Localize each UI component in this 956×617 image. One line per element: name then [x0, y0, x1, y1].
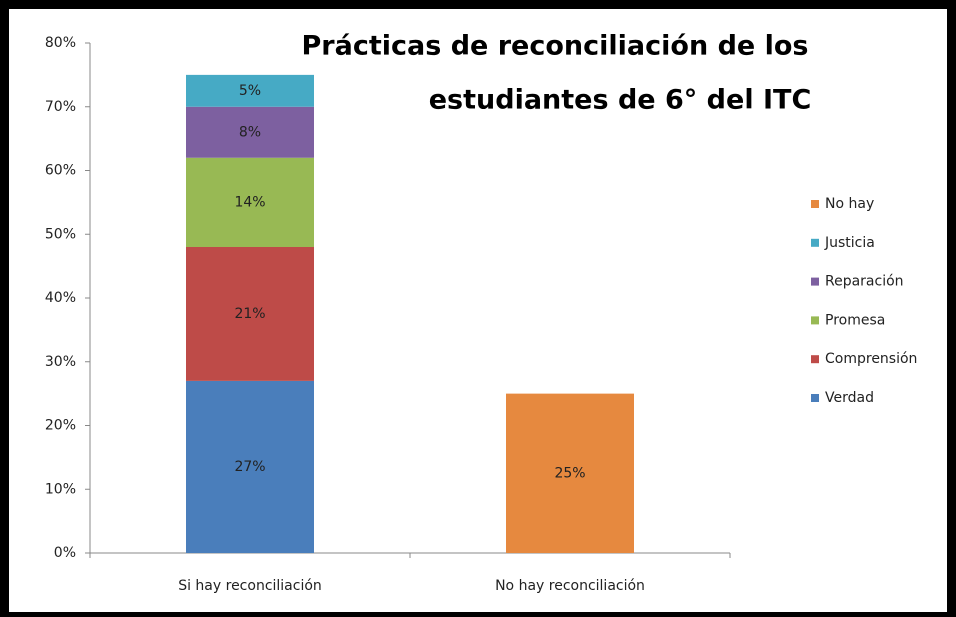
- chart-title: Prácticas de reconciliación de los: [302, 31, 809, 62]
- x-tick-label: No hay reconciliación: [495, 578, 645, 594]
- bar-segment: [506, 393, 634, 553]
- y-tick-label: 20%: [45, 418, 76, 434]
- legend-swatch: [811, 238, 819, 247]
- chart-area: [9, 9, 947, 612]
- bar-segment: [186, 247, 314, 381]
- y-tick-label: 0%: [54, 545, 76, 561]
- data-label: 14%: [234, 194, 265, 210]
- data-label: 21%: [234, 306, 265, 322]
- y-tick-label: 60%: [45, 163, 76, 179]
- legend-label: Verdad: [825, 390, 874, 406]
- legend-label: Comprensión: [825, 351, 917, 367]
- y-tick-label: 70%: [45, 99, 76, 115]
- bar-segment: [186, 157, 314, 247]
- data-label: 8%: [239, 124, 261, 140]
- bar-segment: [186, 380, 314, 553]
- legend-swatch: [811, 277, 819, 286]
- legend-swatch: [811, 355, 819, 364]
- legend-label: Justicia: [824, 235, 875, 251]
- legend-label: Promesa: [825, 312, 885, 328]
- y-tick-label: 10%: [45, 481, 76, 497]
- y-tick-label: 40%: [45, 290, 76, 306]
- bar-segment: [186, 106, 314, 158]
- legend-swatch: [811, 200, 819, 208]
- legend-swatch: [811, 316, 819, 325]
- data-label: 27%: [234, 459, 265, 475]
- legend-label: No hay: [825, 196, 874, 212]
- y-tick-label: 80%: [45, 35, 76, 51]
- y-tick-label: 50%: [45, 226, 76, 242]
- data-label: 25%: [554, 465, 585, 481]
- legend-swatch: [811, 394, 819, 402]
- x-tick-label: Si hay reconciliación: [178, 578, 322, 594]
- y-tick-label: 30%: [45, 354, 76, 370]
- legend-label: Reparación: [825, 274, 904, 290]
- bar-segment: [186, 74, 314, 107]
- chart-title: estudiantes de 6° del ITC: [429, 85, 812, 116]
- data-label: 5%: [239, 83, 261, 99]
